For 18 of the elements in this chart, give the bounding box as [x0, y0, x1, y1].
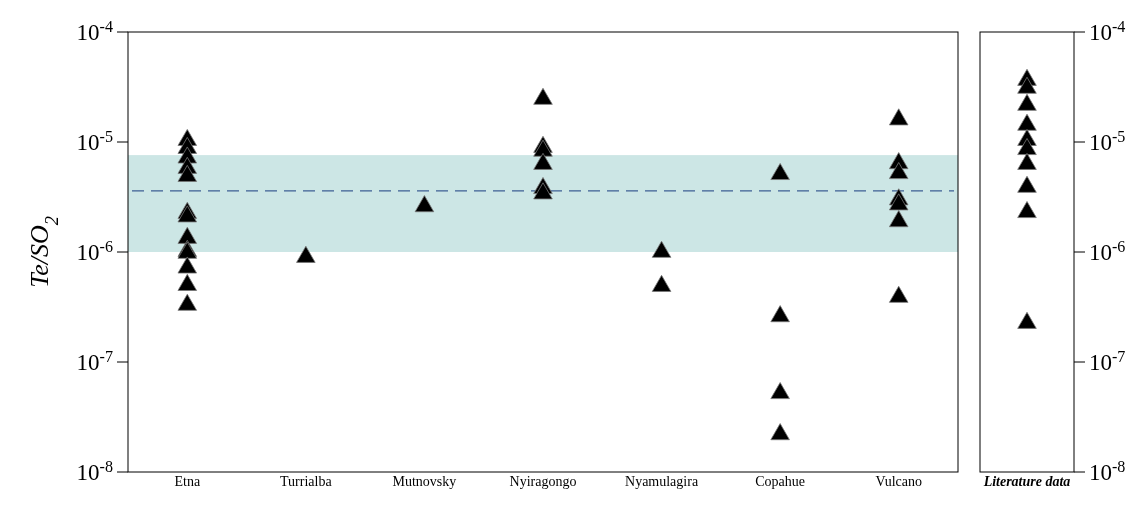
- x-tick-label: Turrialba: [280, 474, 333, 489]
- x-tick-label: Mutnovsky: [392, 474, 457, 489]
- y-tick-label: 10$^{-4}$: [76, 17, 113, 45]
- y-tick-label: 10$^{-4}$: [1089, 17, 1126, 45]
- y-tick-label: 10$^{-8}$: [76, 457, 113, 485]
- x-tick-label: Nyamulagira: [625, 474, 699, 489]
- x-tick-label: Literature data: [982, 474, 1071, 489]
- x-tick-label: Copahue: [755, 474, 806, 489]
- y-tick-label: 10$^{-7}$: [76, 347, 113, 375]
- y-tick-label: 10$^{-6}$: [1089, 237, 1126, 265]
- x-tick-label: Vulcano: [875, 474, 923, 489]
- y-tick-label: 10$^{-6}$: [76, 237, 113, 265]
- y-tick-label: 10$^{-5}$: [76, 127, 113, 155]
- x-tick-label: Nyiragongo: [509, 474, 577, 489]
- y-tick-label: 10$^{-8}$: [1089, 457, 1126, 485]
- y-tick-label: 10$^{-5}$: [1089, 127, 1126, 155]
- x-tick-label: Etna: [174, 474, 201, 489]
- y-tick-label: 10$^{-7}$: [1089, 347, 1126, 375]
